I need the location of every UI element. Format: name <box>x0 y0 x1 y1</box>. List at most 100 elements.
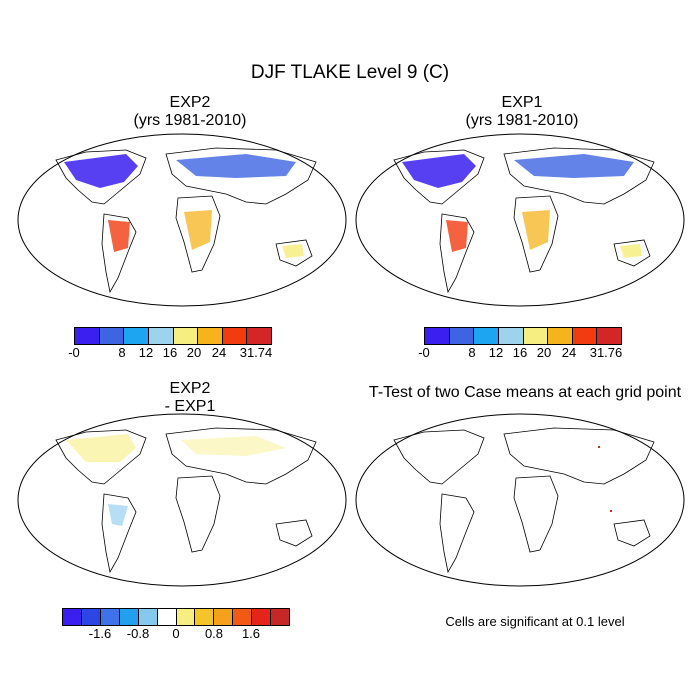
map-border <box>17 133 347 307</box>
colorbar-swatch <box>597 328 621 344</box>
field-cold-eurasia <box>176 154 296 178</box>
field-warm-africa <box>522 210 550 250</box>
panel-3-title: EXP2 - EXP1 <box>40 380 340 416</box>
colorbar-difference-label: -0.8 <box>126 626 150 641</box>
south-america-outline <box>439 493 475 574</box>
south-america-outline <box>101 213 137 294</box>
colorbar-swatch <box>233 609 253 625</box>
field-warm-southamerica <box>108 220 130 252</box>
africa-outline <box>513 475 559 553</box>
significant-cell <box>610 510 612 512</box>
continent-outlines <box>393 147 655 294</box>
colorbar-difference-label: -1.6 <box>88 626 112 641</box>
field-small-positive <box>66 434 136 462</box>
north-america-outline <box>393 429 485 485</box>
north-america-outline <box>393 149 485 205</box>
colorbar-exp1-label: 20 <box>536 345 552 360</box>
panel-2-title-line1: EXP1 <box>501 94 543 111</box>
colorbar-exp2-label: 16 <box>162 345 178 360</box>
panel-3-title-line1: EXP2 <box>169 380 211 397</box>
panel-3-title-line2: - EXP1 <box>164 398 216 415</box>
colorbar-exp1 <box>424 327 622 345</box>
europe-asia-outline <box>165 427 317 485</box>
colorbar-swatch <box>523 328 549 344</box>
colorbar-swatch <box>119 609 139 625</box>
colorbar-swatch <box>124 328 149 344</box>
map-ttest <box>355 413 685 587</box>
colorbar-swatch <box>63 609 82 625</box>
continent-outlines <box>55 147 317 294</box>
map-border <box>355 413 685 587</box>
colorbar-swatch <box>148 328 174 344</box>
field-warm-australia <box>620 244 642 258</box>
africa-outline <box>513 195 559 273</box>
south-america-outline <box>101 493 137 574</box>
colorbar-swatch <box>157 609 177 625</box>
map-border <box>17 413 347 587</box>
significant-cells <box>598 446 612 512</box>
panel-2-title-line2: (yrs 1981-2010) <box>465 112 579 129</box>
south-america-outline <box>439 213 475 294</box>
panel-4-title-line1: T-Test of two Case means at each grid po… <box>368 384 682 401</box>
colorbar-exp1-label: 24 <box>561 345 577 360</box>
colorbar-difference <box>62 608 290 626</box>
colorbar-swatch <box>247 328 271 344</box>
europe-asia-outline <box>503 147 655 205</box>
data-field <box>402 154 642 258</box>
map-exp1 <box>355 133 685 307</box>
field-cold-eurasia <box>514 154 634 178</box>
map-difference <box>17 413 347 587</box>
colorbar-swatch <box>214 609 234 625</box>
colorbar-exp2-label: 24 <box>211 345 227 360</box>
colorbar-exp2 <box>74 327 272 345</box>
panel-4-title: T-Test of two Case means at each grid po… <box>352 384 698 402</box>
significant-cell <box>598 446 600 448</box>
colorbar-swatch <box>474 328 499 344</box>
colorbar-swatch <box>100 609 120 625</box>
colorbar-swatch <box>75 328 100 344</box>
colorbar-swatch <box>195 609 215 625</box>
continent-outlines <box>55 427 317 574</box>
significance-note: Cells are significant at 0.1 level <box>445 614 625 629</box>
colorbar-swatch <box>271 609 290 625</box>
colorbar-exp1-label: 31.76 <box>589 345 623 360</box>
continent-outlines <box>393 427 655 574</box>
australia-outline <box>275 519 313 547</box>
colorbar-swatch <box>198 328 223 344</box>
colorbar-exp1-label: -0 <box>418 345 430 360</box>
australia-outline <box>613 239 651 267</box>
africa-outline <box>175 475 221 553</box>
north-america-outline <box>55 149 147 205</box>
map-exp2 <box>17 133 347 307</box>
panel-1-title-line2: (yrs 1981-2010) <box>133 112 247 129</box>
colorbar-swatch <box>425 328 450 344</box>
data-field <box>64 154 304 258</box>
colorbar-swatch <box>81 609 101 625</box>
colorbar-exp2-label: -0 <box>68 345 80 360</box>
field-warm-africa <box>184 210 212 250</box>
colorbar-swatch <box>548 328 573 344</box>
figure-title: DJF TLAKE Level 9 (C) <box>250 62 450 83</box>
colorbar-swatch <box>222 328 248 344</box>
field-mixed-eurasia <box>181 436 286 456</box>
colorbar-exp2-label: 31.74 <box>239 345 273 360</box>
colorbar-swatch <box>176 609 196 625</box>
africa-outline <box>175 195 221 273</box>
map-border <box>355 133 685 307</box>
colorbar-exp1-label: 8 <box>468 345 476 360</box>
colorbar-exp1-label: 16 <box>512 345 528 360</box>
europe-asia-outline <box>165 147 317 205</box>
colorbar-exp1-label: 12 <box>488 345 504 360</box>
field-small-negative <box>108 504 128 526</box>
colorbar-exp2-label: 20 <box>186 345 202 360</box>
data-field <box>66 434 286 526</box>
panel-2-title: EXP1 (yrs 1981-2010) <box>372 94 672 130</box>
panel-1-title-line1: EXP2 <box>169 94 211 111</box>
colorbar-swatch <box>572 328 598 344</box>
colorbar-swatch <box>138 609 158 625</box>
colorbar-exp2-label: 8 <box>118 345 126 360</box>
colorbar-difference-label: 0 <box>172 626 180 641</box>
north-america-outline <box>55 429 147 485</box>
colorbar-difference-label: 0.8 <box>204 626 224 641</box>
colorbar-exp2-label: 12 <box>138 345 154 360</box>
